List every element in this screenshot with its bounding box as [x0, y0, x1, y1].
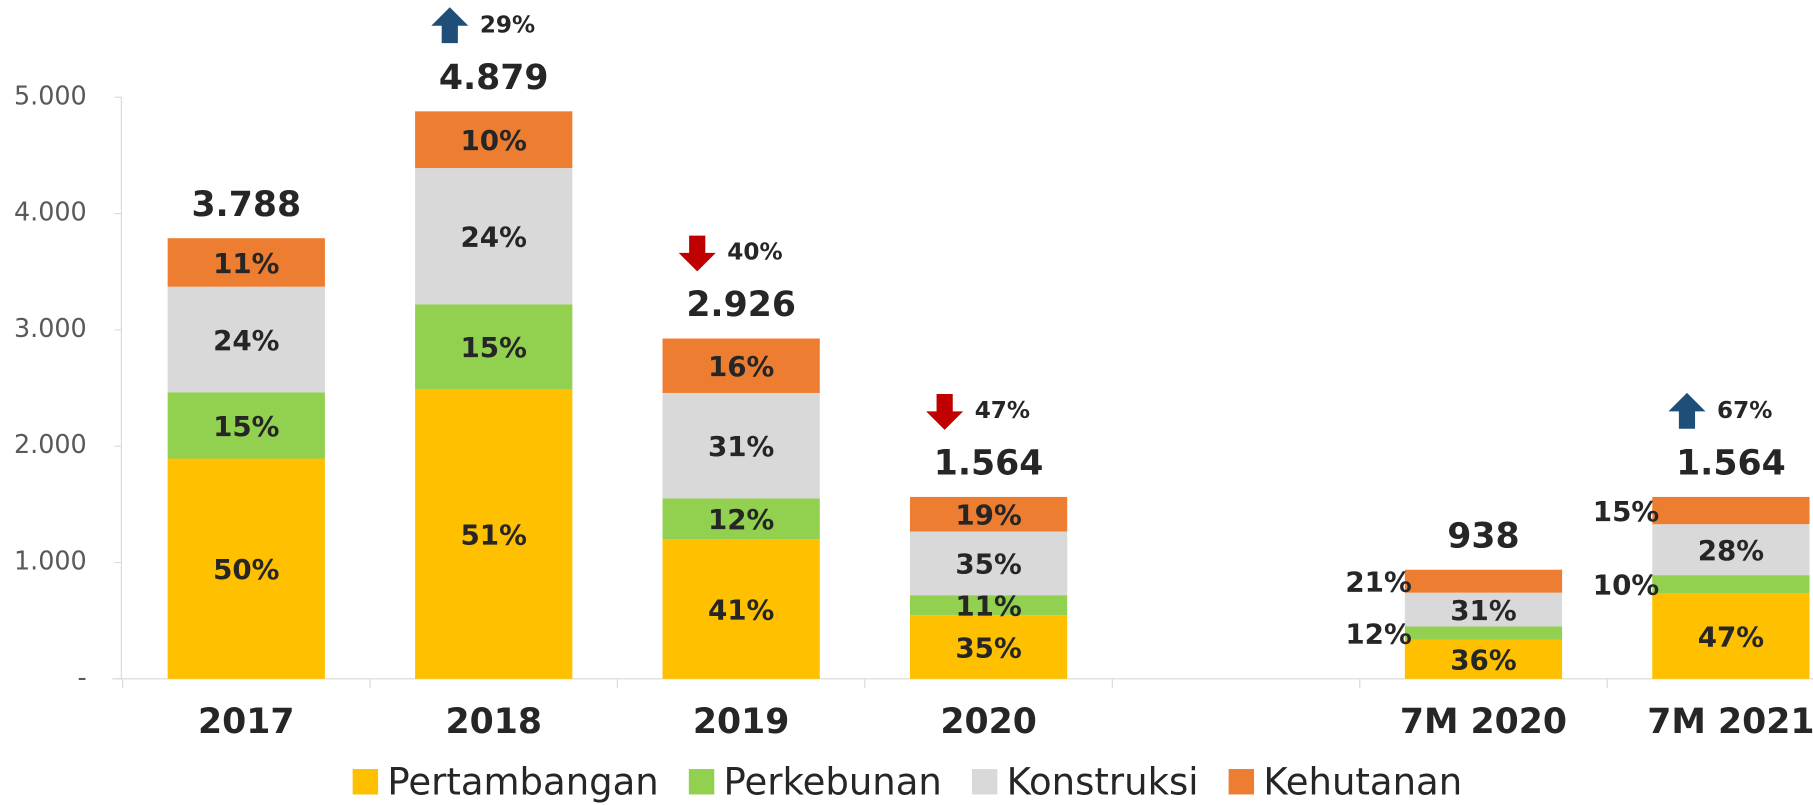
segment-label: 36% [1450, 644, 1516, 677]
segment-label: 35% [955, 631, 1021, 664]
segment-label: 31% [708, 430, 774, 463]
segment-label: 31% [1450, 594, 1516, 627]
total-label: 4.879 [439, 58, 549, 98]
segment-label: 16% [708, 350, 774, 383]
legend-swatch [1229, 769, 1254, 794]
segment-label: 28% [1698, 534, 1764, 567]
y-tick-label: - [78, 662, 87, 692]
segment-label: 12% [1345, 617, 1411, 650]
segment-label: 11% [213, 247, 279, 280]
bar-segment [1405, 626, 1562, 639]
legend-label: Konstruksi [1007, 761, 1199, 804]
x-tick-label: 7M 2021 [1647, 702, 1813, 742]
legend-swatch [972, 769, 997, 794]
segment-label: 50% [213, 553, 279, 586]
segment-label: 35% [955, 548, 1021, 581]
change-arrow [1668, 393, 1705, 429]
change-label: 67% [1717, 398, 1772, 424]
y-tick-label: 3.000 [14, 313, 87, 343]
segment-label: 10% [461, 124, 527, 157]
legend-label: Perkebunan [724, 761, 942, 804]
change-arrow [431, 7, 468, 43]
segment-label: 19% [955, 499, 1021, 532]
change-label: 40% [727, 239, 782, 265]
chart: - 1.000 2.000 3.000 4.000 5.000 2017 50% 15% 24% 1… [0, 0, 1813, 805]
change-label: 29% [480, 12, 535, 38]
segment-label: 12% [708, 503, 774, 536]
bar-segment [1652, 497, 1809, 524]
segment-label: 24% [461, 220, 527, 253]
segment-label: 41% [708, 593, 774, 626]
legend-label: Kehutanan [1263, 761, 1462, 804]
change-arrow [679, 236, 716, 272]
segment-label: 24% [213, 324, 279, 357]
segment-label: 21% [1345, 566, 1411, 599]
segment-label: 15% [461, 331, 527, 364]
y-tick-label: 4.000 [14, 197, 87, 227]
total-label: 1.564 [1676, 444, 1786, 484]
page: - 1.000 2.000 3.000 4.000 5.000 2017 50% 15% 24% 1… [0, 0, 1813, 805]
total-label: 1.564 [934, 444, 1044, 484]
bar-segment [1405, 570, 1562, 593]
legend-swatch [353, 769, 378, 794]
y-tick-label: 2.000 [14, 429, 87, 459]
segment-label: 15% [213, 410, 279, 443]
total-label: 2.926 [686, 285, 796, 325]
segment-label: 10% [1593, 569, 1659, 602]
legend-swatch [689, 769, 714, 794]
x-tick-label: 7M 2020 [1400, 702, 1567, 742]
segment-label: 15% [1593, 495, 1659, 528]
x-tick-label: 2017 [198, 702, 294, 742]
x-tick-label: 2019 [693, 702, 790, 742]
total-label: 3.788 [191, 185, 301, 225]
x-tick-label: 2020 [940, 702, 1037, 742]
segment-label: 47% [1698, 620, 1764, 653]
legend-label: Pertambangan [387, 761, 658, 804]
segment-label: 51% [461, 518, 527, 551]
y-tick-label: 1.000 [14, 546, 87, 576]
y-tick-label: 5.000 [14, 80, 87, 110]
change-label: 47% [975, 398, 1030, 424]
bar-segment [1652, 575, 1809, 593]
x-tick-label: 2018 [445, 702, 542, 742]
change-arrow [926, 394, 963, 430]
total-label: 938 [1447, 516, 1519, 556]
